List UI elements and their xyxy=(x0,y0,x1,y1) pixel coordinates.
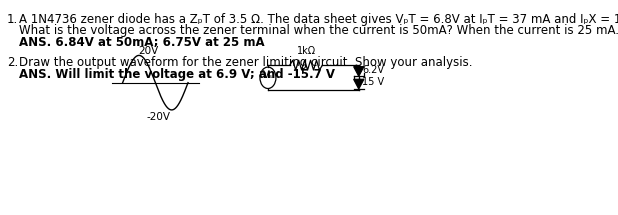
Text: -20V: -20V xyxy=(147,112,171,122)
Polygon shape xyxy=(353,67,364,76)
Text: 2.: 2. xyxy=(7,56,19,69)
Text: ANS. Will limit the voltage at 6.9 V; and -15.7 V: ANS. Will limit the voltage at 6.9 V; an… xyxy=(19,68,335,81)
Text: What is the voltage across the zener terminal when the current is 50mA? When the: What is the voltage across the zener ter… xyxy=(19,24,618,37)
Text: Draw the output waveform for the zener limiting circuit. Show your analysis.: Draw the output waveform for the zener l… xyxy=(19,56,472,69)
Text: 20V: 20V xyxy=(138,46,158,56)
Text: 6.2V: 6.2V xyxy=(362,64,384,75)
Text: Vₛ: Vₛ xyxy=(263,70,273,80)
Text: 15 V: 15 V xyxy=(362,77,384,87)
Text: A 1N4736 zener diode has a ZₚT of 3.5 Ω. The data sheet gives VₚT = 6.8V at IₚT : A 1N4736 zener diode has a ZₚT of 3.5 Ω.… xyxy=(19,12,618,26)
Polygon shape xyxy=(353,79,364,89)
Text: ANS. 6.84V at 50mA; 6.75V at 25 mA: ANS. 6.84V at 50mA; 6.75V at 25 mA xyxy=(19,36,265,49)
Text: 1.: 1. xyxy=(7,12,19,26)
Text: 1kΩ: 1kΩ xyxy=(297,46,316,56)
